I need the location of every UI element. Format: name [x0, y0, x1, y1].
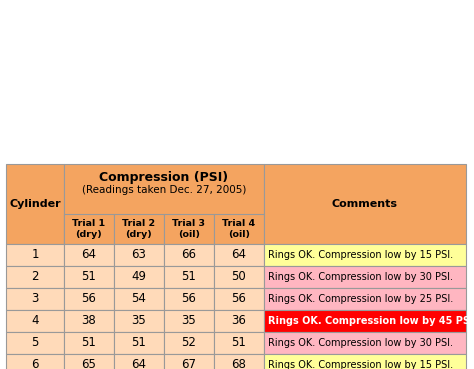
Text: 64: 64 [231, 248, 246, 262]
Text: 51: 51 [82, 270, 96, 283]
Text: 51: 51 [182, 270, 196, 283]
Text: Trial 4
(oil): Trial 4 (oil) [222, 219, 255, 239]
Bar [64, 354, 114, 369]
Bar [6, 310, 64, 332]
Bar [6, 332, 64, 354]
Text: 3: 3 [31, 293, 39, 306]
Bar [214, 354, 264, 369]
Text: Rings OK. Compression low by 30 PSI.: Rings OK. Compression low by 30 PSI. [268, 338, 453, 348]
Text: Rings OK. Compression low by 15 PSI.: Rings OK. Compression low by 15 PSI. [268, 360, 453, 369]
Bar [6, 164, 64, 244]
Text: Rings OK. Compression low by 45 PSI!: Rings OK. Compression low by 45 PSI! [268, 316, 474, 326]
Bar [114, 244, 164, 266]
Bar [114, 214, 164, 244]
Bar [164, 244, 214, 266]
Bar [64, 310, 114, 332]
Text: Comments: Comments [332, 199, 398, 209]
Bar [214, 266, 264, 288]
Text: 36: 36 [232, 314, 246, 328]
Bar [214, 244, 264, 266]
Bar [264, 164, 466, 244]
Text: 64: 64 [82, 248, 97, 262]
Text: 50: 50 [232, 270, 246, 283]
Text: Rings OK. Compression low by 25 PSI.: Rings OK. Compression low by 25 PSI. [268, 294, 453, 304]
Bar [114, 288, 164, 310]
Text: 35: 35 [182, 314, 196, 328]
Text: 38: 38 [82, 314, 96, 328]
Text: 56: 56 [82, 293, 96, 306]
Text: 4: 4 [31, 314, 39, 328]
Bar [264, 332, 466, 354]
Text: 67: 67 [182, 359, 197, 369]
Bar [214, 214, 264, 244]
Text: Cylinder: Cylinder [9, 199, 61, 209]
Bar [164, 288, 214, 310]
Bar [264, 354, 466, 369]
Bar [164, 332, 214, 354]
Text: 54: 54 [132, 293, 146, 306]
Bar [164, 354, 214, 369]
Text: 5: 5 [31, 337, 39, 349]
Text: Trial 2
(dry): Trial 2 (dry) [122, 219, 155, 239]
Bar [64, 164, 264, 244]
Text: 6: 6 [31, 359, 39, 369]
Bar [214, 332, 264, 354]
Bar [64, 214, 114, 244]
Bar [6, 266, 64, 288]
Text: 51: 51 [82, 337, 96, 349]
Bar [264, 288, 466, 310]
Text: Compression (PSI): Compression (PSI) [100, 172, 228, 184]
Text: Trial 1
(dry): Trial 1 (dry) [73, 219, 106, 239]
Text: 56: 56 [182, 293, 196, 306]
Text: Rings OK. Compression low by 30 PSI.: Rings OK. Compression low by 30 PSI. [268, 272, 453, 282]
Bar [6, 354, 64, 369]
Text: 52: 52 [182, 337, 196, 349]
Bar [164, 214, 214, 244]
Bar [264, 310, 466, 332]
Bar [114, 332, 164, 354]
Text: 51: 51 [232, 337, 246, 349]
Bar [214, 288, 264, 310]
Bar [164, 310, 214, 332]
Text: 49: 49 [131, 270, 146, 283]
Text: 63: 63 [132, 248, 146, 262]
Bar [114, 354, 164, 369]
Bar [6, 288, 64, 310]
Text: 35: 35 [132, 314, 146, 328]
Text: 1: 1 [31, 248, 39, 262]
Bar [64, 332, 114, 354]
Text: 66: 66 [182, 248, 197, 262]
Text: 51: 51 [132, 337, 146, 349]
Bar [64, 266, 114, 288]
Text: 65: 65 [82, 359, 96, 369]
Text: Trial 3
(oil): Trial 3 (oil) [173, 219, 206, 239]
Text: 68: 68 [232, 359, 246, 369]
Bar [64, 288, 114, 310]
Text: 56: 56 [232, 293, 246, 306]
Bar [164, 266, 214, 288]
Text: 64: 64 [131, 359, 146, 369]
Bar [264, 244, 466, 266]
Bar [264, 266, 466, 288]
Text: 2: 2 [31, 270, 39, 283]
Bar [64, 244, 114, 266]
Bar [214, 310, 264, 332]
Bar [114, 310, 164, 332]
Bar [6, 244, 64, 266]
Text: Rings OK. Compression low by 15 PSI.: Rings OK. Compression low by 15 PSI. [268, 250, 453, 260]
Bar [114, 266, 164, 288]
Text: (Readings taken Dec. 27, 2005): (Readings taken Dec. 27, 2005) [82, 185, 246, 195]
